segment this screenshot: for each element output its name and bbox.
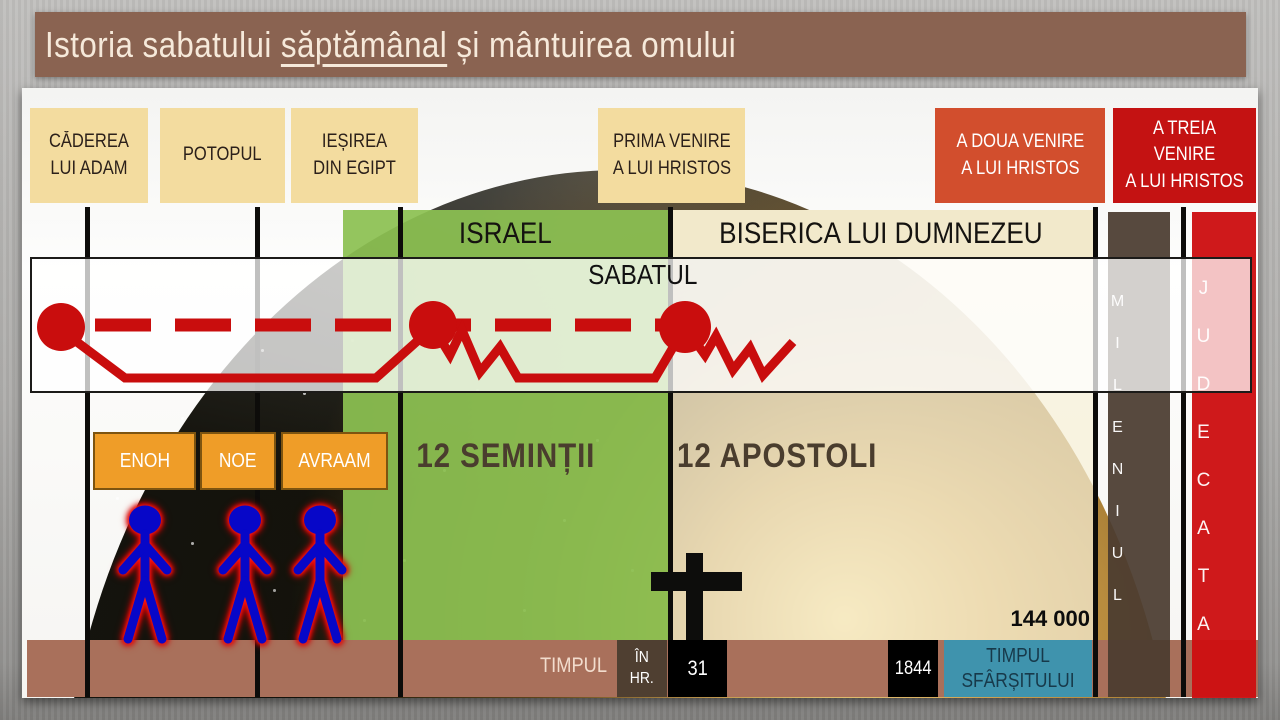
twelve-apostles-label: 12 APOSTOLI <box>677 437 878 475</box>
sabbath-node-creation <box>37 303 85 351</box>
year-31-marker: 31 <box>668 640 727 697</box>
event-box-exodus: IEȘIREA DIN EGIPT <box>291 108 418 203</box>
title-pre: Istoria sabatului <box>45 23 281 65</box>
church-era-header: BISERICA LUI DUMNEZEU <box>668 210 1093 257</box>
end-time-box: TIMPUL SFÂRȘITULUI <box>944 640 1092 697</box>
sabbath-node-christ <box>659 301 711 353</box>
twelve-tribes-label: 12 SEMINȚII <box>416 437 595 475</box>
patriarch-box-avraam: AVRAAM <box>281 432 388 490</box>
patriarch-box-enoh: ENOH <box>93 432 196 490</box>
year-1844-marker: 1844 <box>888 640 938 697</box>
sabbath-track-band <box>30 257 1252 393</box>
in-hr-marker: ÎN HR. <box>617 640 667 697</box>
sabbath-label: SABATUL <box>588 259 698 290</box>
israel-era-header: ISRAEL <box>459 216 552 250</box>
patriarch-figures <box>107 500 367 652</box>
event-box-third-coming: A TREIA VENIRE A LUI HRISTOS <box>1113 108 1256 203</box>
time-label: TIMPUL <box>539 654 607 677</box>
slide-title: Istoria sabatului săptămânal și mântuire… <box>45 24 736 66</box>
stick-figure-avraam <box>298 506 342 640</box>
sabbath-line-graphic <box>37 301 797 383</box>
cross-icon-beam <box>651 572 742 591</box>
event-box-fall-of-adam: CĂDEREA LUI ADAM <box>30 108 148 203</box>
stick-figure-noe <box>223 506 267 640</box>
sabbath-node-exodus <box>409 301 457 349</box>
sealed-144000-label: 144 000 <box>1010 606 1090 631</box>
timeline-line-exodus <box>398 207 403 697</box>
stick-figure-enoh <box>123 506 167 640</box>
sabbath-deviation-line <box>58 318 797 383</box>
timeline-line-third-coming <box>1181 207 1186 697</box>
slide-canvas: ISRAEL BISERICA LUI DUMNEZEU MILENIUL JU… <box>22 88 1258 698</box>
timeline-line-adam <box>85 207 90 697</box>
timeline-line-first-coming <box>668 207 673 697</box>
event-box-flood: POTOPUL <box>160 108 285 203</box>
title-underlined-word: săptămânal <box>280 23 448 65</box>
slide-title-bar: Istoria sabatului săptămânal și mântuire… <box>35 12 1246 77</box>
patriarch-box-noe: NOE <box>200 432 276 490</box>
event-box-second-coming: A DOUA VENIRE A LUI HRISTOS <box>935 108 1105 203</box>
title-post: și mântuirea omului <box>447 23 737 65</box>
cross-icon <box>686 553 703 644</box>
timeline-line-second-coming <box>1093 207 1098 697</box>
event-box-first-coming: PRIMA VENIRE A LUI HRISTOS <box>598 108 745 203</box>
